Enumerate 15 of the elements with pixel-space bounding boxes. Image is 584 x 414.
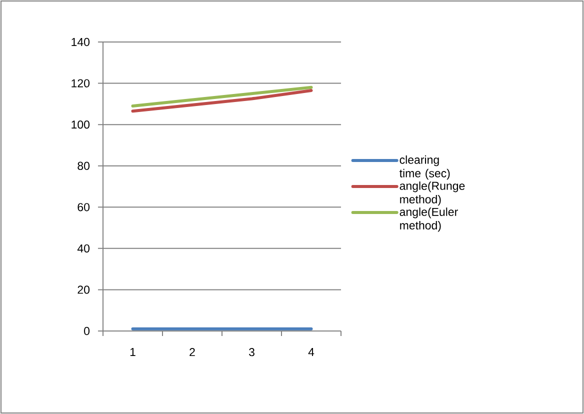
y-tick-label: 140 [72,38,90,46]
legend-label: angle(Euler method) [400,208,458,232]
legend-label: clearing time (sec) [400,155,450,180]
y-tick-label: 0 [84,326,90,336]
x-tick-label: 1 [130,348,136,356]
y-tick-label: 40 [77,244,90,252]
y-tick-label: 60 [78,203,90,212]
legend-label: angle(Runge method) [400,181,465,206]
y-tick-label: 80 [78,162,90,170]
x-tick-label: 3 [248,348,254,356]
y-tick-label: 120 [72,79,90,88]
x-tick-label: 4 [308,348,314,356]
y-tick-label: 20 [78,286,90,294]
x-tick-label: 2 [190,348,195,356]
y-tick-label: 100 [72,120,90,129]
